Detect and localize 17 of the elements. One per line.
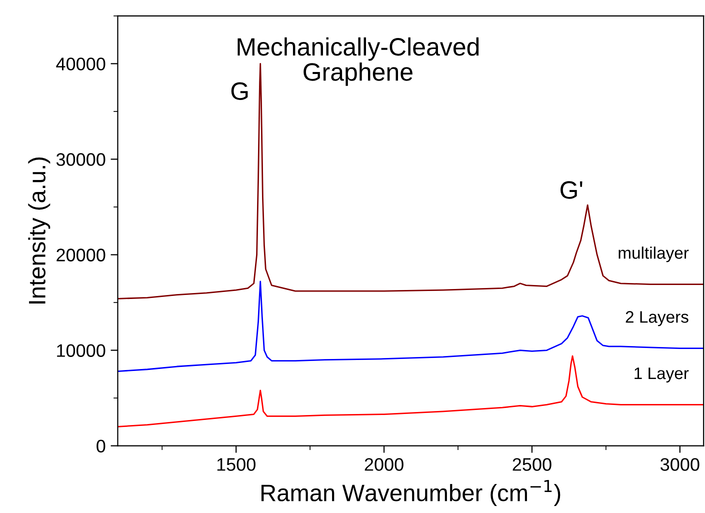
y-tick-label: 20000 xyxy=(56,248,106,262)
x-tick-label: 2000 xyxy=(364,458,404,471)
x-tick-label: 2500 xyxy=(512,458,552,471)
series-label: 2 Layers xyxy=(626,311,688,326)
y-tick-label: 30000 xyxy=(56,153,106,166)
series-label: 1 Layer xyxy=(634,368,689,382)
series-label: multilayer xyxy=(618,246,689,262)
x-tick-label: 3000 xyxy=(660,458,700,471)
y-axis-title: Intensity (a.u.) xyxy=(28,158,50,304)
y-tick-label: 0 xyxy=(96,440,106,453)
line-series xyxy=(118,355,704,428)
y-tick-label: 10000 xyxy=(57,344,106,357)
y-tick-label: 40000 xyxy=(56,58,106,70)
x-axis-title: Raman Wavenumber (cm$^{−1}$) xyxy=(261,480,560,506)
x-tick-label: 1500 xyxy=(217,458,256,471)
line-series xyxy=(118,62,704,300)
annotation: G' xyxy=(560,181,582,199)
